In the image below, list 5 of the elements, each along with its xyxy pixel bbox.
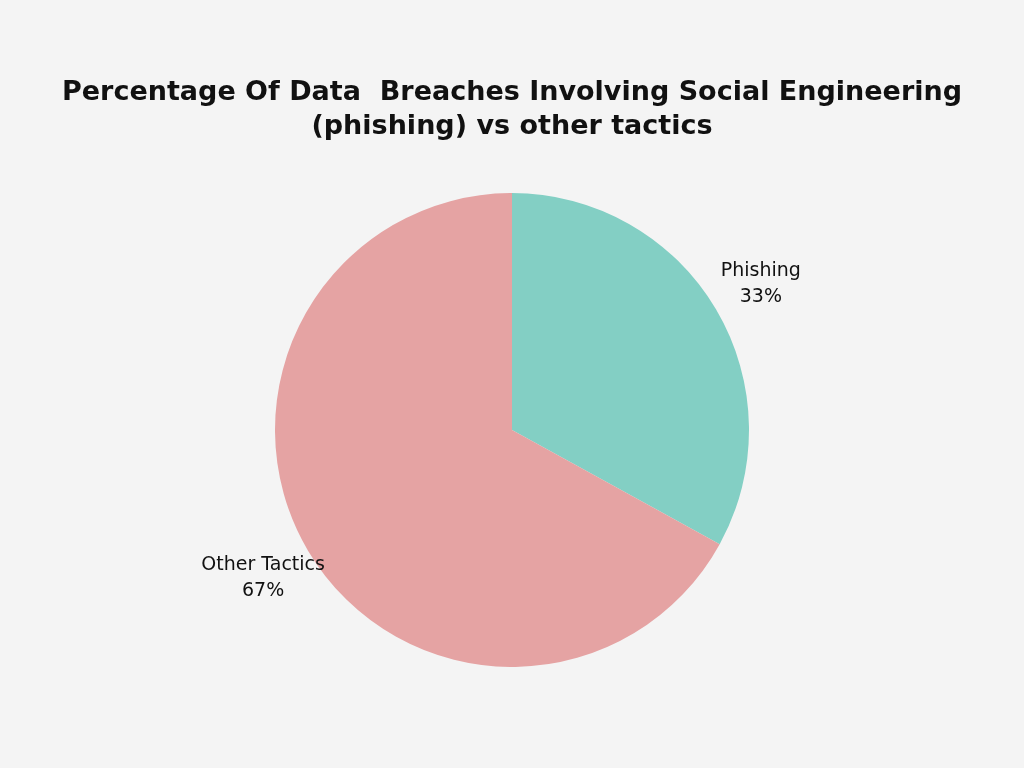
data-label: 67%	[242, 578, 285, 601]
slice-label: Other Tactics	[201, 552, 325, 575]
chart-title: Percentage Of Data Breaches Involving Social Engineering (phishing) vs other tactics	[61, 74, 963, 142]
slice-label: Phishing	[720, 257, 801, 280]
data-label: 33%	[739, 283, 782, 306]
